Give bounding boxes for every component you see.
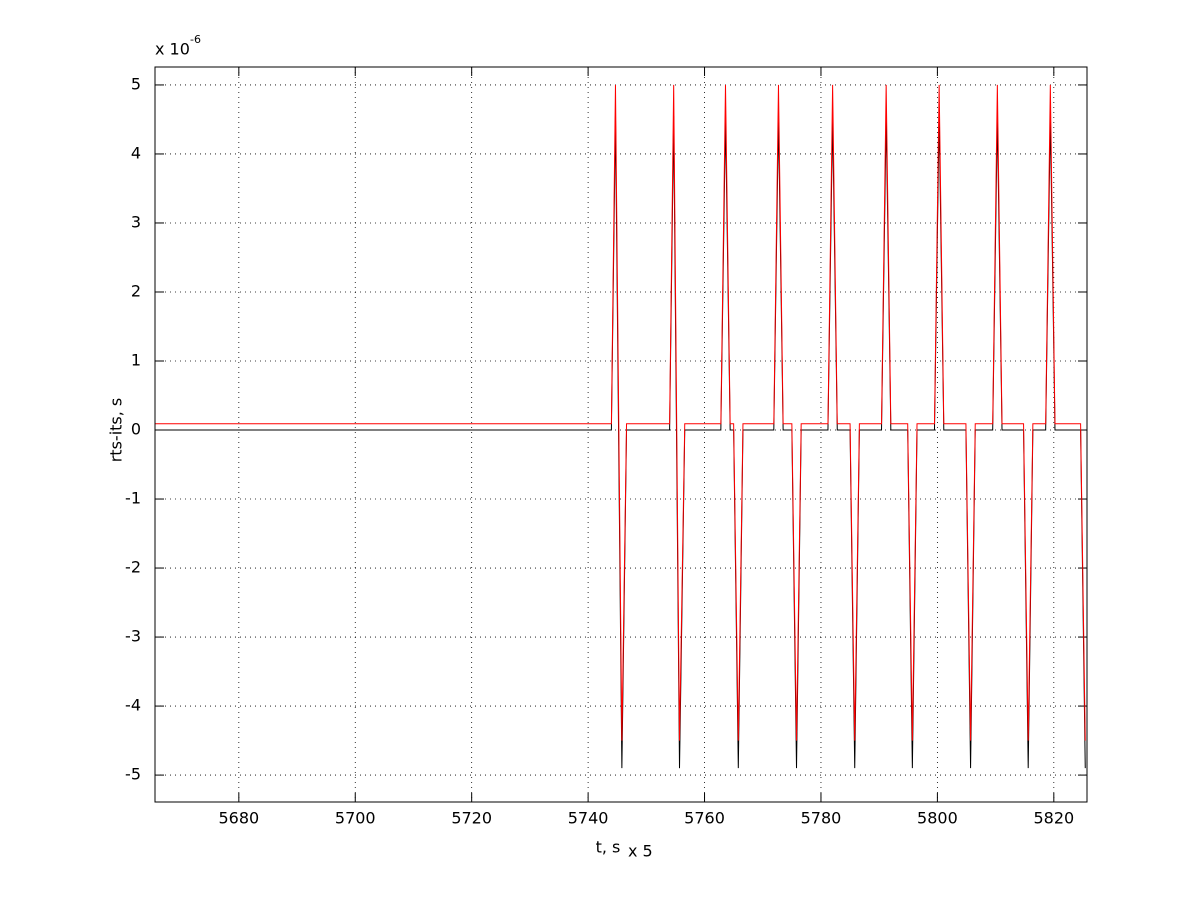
y-tick-label: 0 — [131, 420, 141, 439]
y-tick-label: 3 — [131, 212, 141, 231]
y-multiplier: x 10 — [155, 40, 190, 59]
y-tick-label: -5 — [125, 765, 141, 784]
x-tick-label: 5800 — [917, 809, 958, 828]
y-tick-label: -3 — [125, 627, 141, 646]
x-tick-label: 5760 — [684, 809, 725, 828]
y-multiplier-exponent: -6 — [190, 33, 201, 46]
x-tick-label: 5700 — [335, 809, 376, 828]
plot-frame — [154, 66, 1088, 803]
x-tick-label: 5680 — [218, 809, 259, 828]
data-line — [155, 84, 1086, 741]
y-tick-label: 5 — [131, 74, 141, 93]
y-axis-label: rts-its, s — [107, 398, 126, 463]
y-tick-label: 4 — [131, 143, 141, 162]
x-tick-label: 5820 — [1033, 809, 1074, 828]
y-tick-label: -1 — [125, 489, 141, 508]
x-tick-label: 5740 — [568, 809, 609, 828]
y-tick-label: -4 — [125, 696, 141, 715]
x-tick-label: 5720 — [451, 809, 492, 828]
x-axis-label: t, s — [596, 838, 621, 857]
x-tick-label: 5780 — [801, 809, 842, 828]
y-tick-label: -2 — [125, 558, 141, 577]
y-tick-label: 1 — [131, 351, 141, 370]
x-multiplier: x 5 — [628, 842, 653, 861]
y-tick-label: 2 — [131, 281, 141, 300]
